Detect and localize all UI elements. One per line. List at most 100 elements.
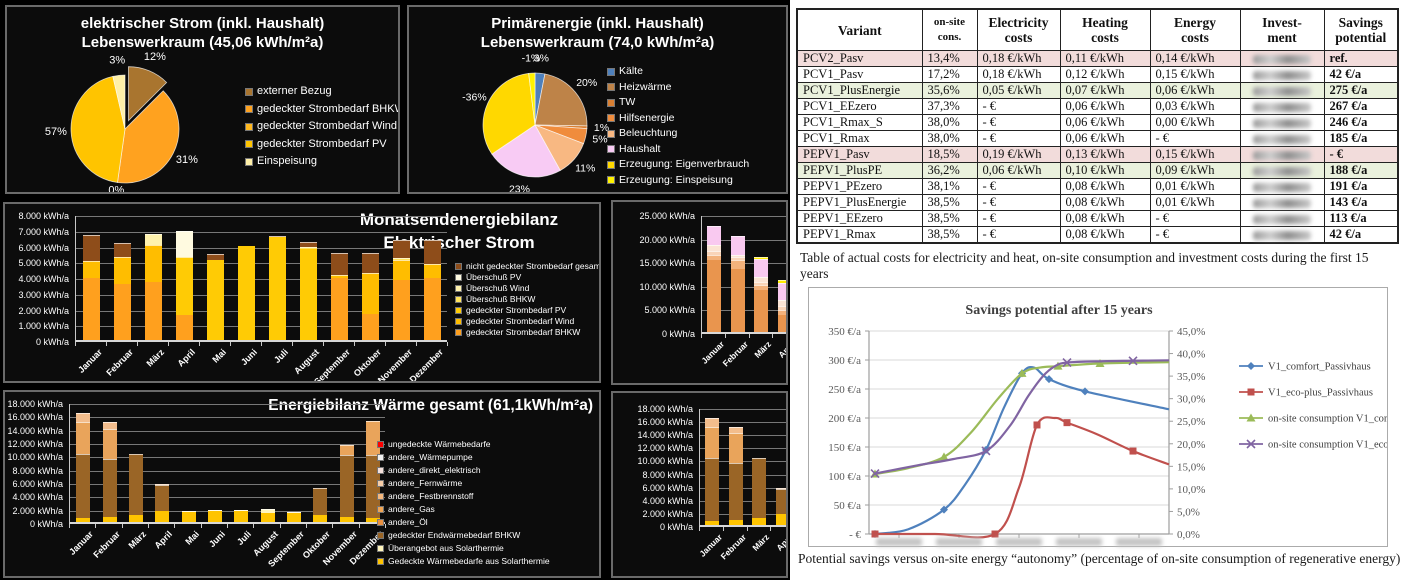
value-cell: - € xyxy=(976,226,1061,244)
legend-label: Überschuß PV xyxy=(466,272,522,282)
value-cell: 113 €/a xyxy=(1323,210,1399,227)
y-axis-tick-label: 10.000 kWh/a xyxy=(637,456,693,467)
y-axis-tick-label: 18.000 kWh/a xyxy=(7,399,63,409)
column-header: Savings potential xyxy=(1323,8,1399,51)
legend-label: Haushalt xyxy=(619,142,661,155)
pie-percent-label: 23% xyxy=(509,184,530,192)
redacted-x-axis-label xyxy=(996,538,1042,546)
gridline xyxy=(70,444,385,445)
legend: nicht gedeckter Strombedarf gesamt Übersc… xyxy=(455,261,599,338)
legend-item: andere_Wärmepumpe xyxy=(377,451,550,464)
bar-segment xyxy=(207,510,222,512)
bar-segment xyxy=(730,256,745,260)
chart-title-line1: elektrischer Strom (inkl. Haushalt) xyxy=(80,15,325,32)
bar-segment xyxy=(424,240,441,265)
x-axis-tickmark xyxy=(354,342,355,346)
value-cell xyxy=(1239,50,1325,67)
y-axis-tick-label: 4.000 kWh/a xyxy=(12,492,63,503)
value-cell: 0,10 €/kWh xyxy=(1059,162,1151,179)
bar-segment xyxy=(102,517,117,522)
redacted-investment-value xyxy=(1253,54,1311,64)
left-axis-tick-label: 200 €/a xyxy=(828,413,861,425)
value-cell: 0,07 €/kWh xyxy=(1059,82,1151,99)
table-row: PCV1_EEzero 37,3% - €0,06 €/kWh 0,03 €/kWh 2… xyxy=(796,98,1399,115)
legend-label: Erzeugung: Einspeisung xyxy=(619,173,733,186)
savings-line: Savings potential after 15 years 350 €/a 3… xyxy=(828,303,1387,541)
bar-segment xyxy=(331,277,348,340)
variant-cell: PCV2_Pasv xyxy=(796,50,923,67)
legend-item: andere_Festbrennstoff xyxy=(377,490,550,503)
data-marker-diamond xyxy=(1081,387,1089,396)
value-cell: 0,09 €/kWh xyxy=(1149,162,1241,179)
legend-item: Gedeckte Wärmebedarfe aus Solarthermie xyxy=(377,555,550,568)
data-marker-x xyxy=(1246,439,1256,449)
legend-swatch xyxy=(607,129,615,138)
value-cell: 275 €/a xyxy=(1323,82,1399,99)
right-axis-tick-label: 15,0% xyxy=(1177,461,1205,473)
pie-slice-6 xyxy=(482,72,536,155)
pie-percent-label: 11% xyxy=(575,163,595,175)
legend-swatch xyxy=(455,318,462,325)
bar-segment xyxy=(234,510,249,522)
bar-segment xyxy=(706,244,721,251)
gridline xyxy=(700,500,786,502)
x-axis-tickmark xyxy=(148,524,149,528)
y-axis-tick-label: 25.000 kWh/a xyxy=(639,211,695,221)
y-axis-tick-label: 20.000 kWh/a xyxy=(639,234,695,245)
gridline xyxy=(76,326,447,328)
bar-segment xyxy=(778,305,786,310)
data-marker-x xyxy=(981,446,991,456)
bar-segment xyxy=(181,512,196,522)
legend-item: Heizwärme xyxy=(607,80,749,96)
right-axis-tick-label: 45,0% xyxy=(1177,326,1205,338)
series-line-on-site consumption V1_eco-plus xyxy=(874,359,1170,475)
legend-label: Einspeisung xyxy=(257,155,317,167)
bar-segment xyxy=(181,511,196,512)
table-row: PEPV1_Rmax 38,5% - €0,08 €/kWh - €42 €/a xyxy=(796,226,1399,244)
legend-item: Einspeisung xyxy=(245,153,398,171)
redacted-investment-value xyxy=(1253,118,1311,128)
table-row: PEPV1_EEzero 38,5% - €0,08 €/kWh - €113 €/a xyxy=(796,210,1399,227)
legend-swatch xyxy=(377,532,384,539)
y-axis-tick-label: 2.000 kWh/a xyxy=(12,505,63,516)
left-axis-tick-label: 50 €/a xyxy=(834,500,861,512)
bar-segment xyxy=(339,444,354,456)
x-axis-tickmark xyxy=(174,524,176,528)
value-cell: - € xyxy=(1149,210,1241,227)
legend-label: Gedeckte Wärmebedarfe aus Solarthermie xyxy=(388,556,550,566)
left-axis-tick-label: 150 €/a xyxy=(828,442,861,454)
legend-item: gedeckter Strombedarf BHKW xyxy=(455,327,599,338)
legend-swatch xyxy=(245,105,253,114)
bars-partial-25k-plot xyxy=(701,216,786,334)
legend-label: Heizwärme xyxy=(619,80,672,93)
bar-segment xyxy=(728,463,743,521)
x-axis-tickmark xyxy=(95,524,97,528)
value-cell: - € xyxy=(976,98,1061,115)
y-axis-tick-label: 0 kWh/a xyxy=(661,329,695,339)
legend-swatch xyxy=(455,274,462,281)
bar-segment xyxy=(706,225,721,245)
value-cell: 143 €/a xyxy=(1323,194,1399,211)
value-cell: 0,00 €/kWh xyxy=(1149,114,1241,131)
bars-elektrischer-strom-plot xyxy=(75,216,447,342)
gridline xyxy=(76,294,447,296)
legend-item: TW xyxy=(607,95,749,111)
table-row: PCV2_Pasv 13,4% 0,18 €/kWh 0,11 €/kWh 0,14 €… xyxy=(796,50,1399,67)
bar-segment xyxy=(331,252,348,276)
bar-segment xyxy=(155,510,170,522)
bar-segment xyxy=(778,299,786,306)
x-axis-tickmark xyxy=(332,524,334,528)
bar-segment xyxy=(207,259,224,340)
bar-segment xyxy=(728,520,743,525)
value-cell: 37,3% xyxy=(921,98,978,115)
pie-slice-3 xyxy=(70,75,126,183)
y-axis-tick-label: 6.000 kWh/a xyxy=(642,482,693,493)
data-marker-square xyxy=(991,530,999,538)
gridline xyxy=(70,457,385,459)
pie-percent-label: 3% xyxy=(109,54,125,66)
right-axis-tick-label: 20,0% xyxy=(1177,439,1205,451)
bar-segment xyxy=(424,264,441,278)
bar-segment xyxy=(728,433,743,464)
y-axis-tick-label: 0 kWh/a xyxy=(29,519,63,529)
